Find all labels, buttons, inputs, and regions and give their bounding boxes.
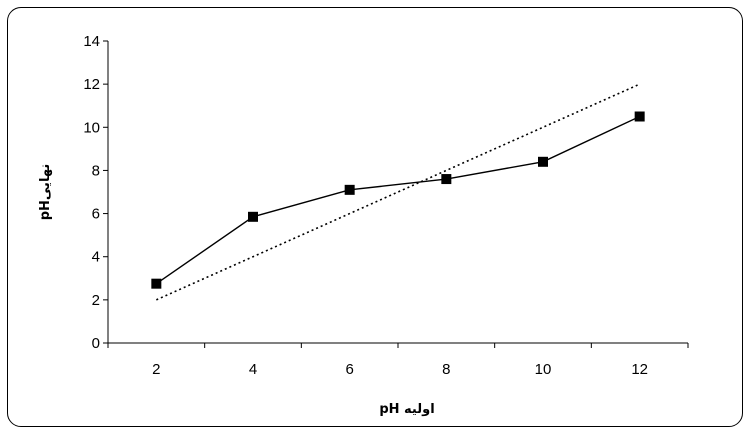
data-point-marker bbox=[634, 111, 645, 122]
chart-frame bbox=[7, 7, 743, 427]
y-tick-label: 2 bbox=[92, 292, 100, 309]
x-tick-label: 10 bbox=[535, 361, 552, 378]
y-tick-label: 4 bbox=[92, 249, 100, 266]
series-layer bbox=[151, 83, 645, 301]
data-point-marker bbox=[344, 184, 355, 195]
x-axis-title: pH اولیه bbox=[379, 402, 434, 417]
axes bbox=[107, 41, 688, 344]
data-point-marker bbox=[441, 174, 452, 185]
trend-line bbox=[156, 83, 640, 301]
x-tick-label: 8 bbox=[442, 361, 450, 378]
x-tick-label: 4 bbox=[249, 361, 257, 378]
y-tick-label: 10 bbox=[83, 119, 100, 136]
x-tick-label: 2 bbox=[152, 361, 160, 378]
series-line bbox=[155, 115, 640, 285]
ticks: 0 2 4 6 8 10 12 14 2 4 6 8 10 12 bbox=[83, 33, 689, 378]
data-point-marker bbox=[248, 211, 258, 222]
y-tick-label: 6 bbox=[92, 206, 100, 223]
x-tick-label: 12 bbox=[631, 361, 648, 378]
x-tick-label: 6 bbox=[345, 361, 353, 378]
y-tick-label: 12 bbox=[83, 76, 100, 93]
data-point-marker bbox=[151, 278, 162, 289]
y-tick-label: 0 bbox=[92, 335, 100, 352]
y-tick-label: 14 bbox=[83, 33, 100, 50]
y-axis-title: pHنهایی bbox=[38, 164, 53, 221]
y-tick-label: 8 bbox=[92, 162, 100, 179]
data-point-marker bbox=[538, 156, 548, 167]
